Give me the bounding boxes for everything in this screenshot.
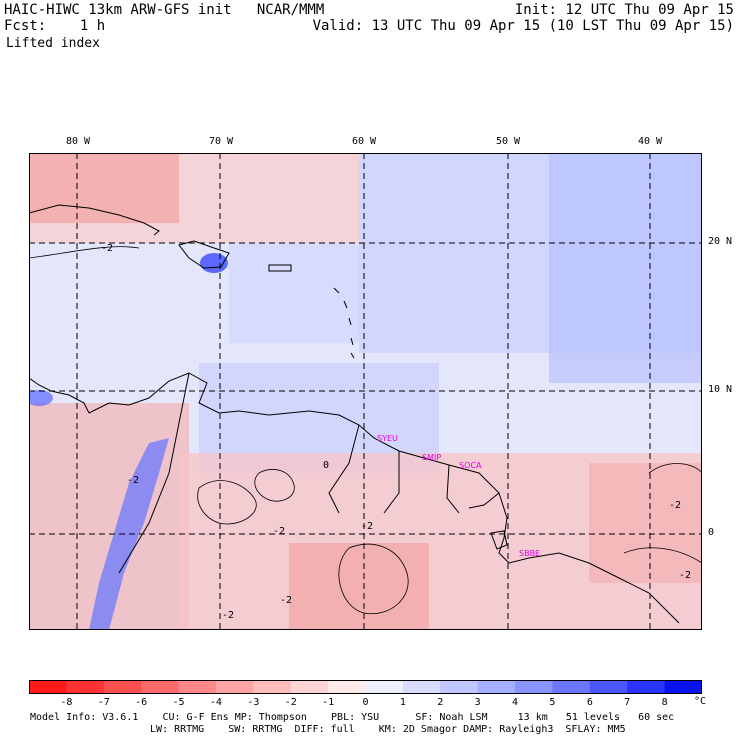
contour-line [648, 463, 702, 474]
map-frame [29, 153, 702, 630]
colorbar-swatch [664, 680, 702, 694]
colorbar-tick-label: -8 [60, 697, 73, 708]
lon-label-80w: 80 W [66, 136, 91, 147]
colorbar-swatch [290, 680, 329, 694]
venezuela-guyana-border [328, 424, 360, 514]
lat-label-20n: 20 N [708, 236, 733, 247]
coastlines [29, 204, 680, 624]
contour-line [623, 547, 702, 564]
colorbar-tick-label: -3 [247, 697, 260, 708]
lesser-antilles [333, 287, 355, 359]
contour-line [29, 246, 140, 259]
suriname-guiana-border [446, 464, 460, 514]
colorbar-swatch [589, 680, 628, 694]
guyana-suriname-border [383, 451, 400, 514]
lat-label-0: 0 [708, 527, 715, 538]
shading-gulf-warm [29, 153, 179, 223]
contour-line [254, 469, 295, 502]
colorbar-swatch [141, 680, 180, 694]
colorbar-swatch [215, 680, 254, 694]
colorbar-tick-label: -2 [284, 697, 297, 708]
contour-label: -2 [679, 570, 691, 581]
lon-label-60w: 60 W [352, 136, 377, 147]
shading-amazon-warm [289, 543, 429, 630]
colorbar-swatch [515, 680, 553, 694]
colorbar-tick-label: 5 [549, 697, 556, 708]
model-info-line1: Model Info: V3.6.1 CU: G-F Ens MP: Thomp… [30, 712, 675, 723]
colorbar-tick-label: 8 [661, 697, 668, 708]
lon-label-40w: 40 W [638, 136, 663, 147]
lon-label-70w: 70 W [209, 136, 234, 147]
south-america-coast [88, 372, 680, 624]
init-time: Init: 12 UTC Thu 09 Apr 15 [514, 2, 734, 18]
contour-label: -2 [669, 500, 681, 511]
colorbar-swatch [402, 680, 441, 694]
colorbar-swatch [66, 680, 105, 694]
colorbar-tick-label: 2 [437, 697, 444, 708]
colorbar-tick-label: 1 [399, 697, 406, 708]
colorbar-swatch [328, 680, 366, 694]
colorbar-tick-label: -5 [172, 697, 185, 708]
colorbar-swatch [477, 680, 516, 694]
colorbar-swatch [103, 680, 142, 694]
colorbar-swatch [440, 680, 479, 694]
model-info-line2: LW: RRTMG SW: RRTMG DIFF: full KM: 2D Sm… [150, 724, 626, 735]
colorbar-swatch [29, 680, 67, 694]
colorbar-swatch [365, 680, 404, 694]
cuba-coast [29, 204, 160, 236]
contour-label: -2 [127, 475, 139, 486]
colorbar-tick-label: 4 [512, 697, 519, 708]
contour-label: -2 [222, 610, 234, 621]
colorbar [29, 680, 702, 694]
puerto-rico-coast [268, 264, 292, 272]
colorbar-tick-label: -1 [322, 697, 335, 708]
graticule [29, 153, 702, 630]
colorbar-swatch [627, 680, 666, 694]
contour-line [197, 480, 257, 525]
colombia-venezuela-border [118, 372, 190, 574]
hispaniola-coast [178, 240, 230, 269]
contour-label: -2 [273, 526, 285, 537]
guiana-brazil-border [468, 492, 500, 509]
shading-se-warm [589, 463, 702, 583]
colorbar-swatch [178, 680, 217, 694]
colorbar-tick-label: 3 [474, 697, 481, 708]
shading-east-cool [549, 153, 702, 383]
field-name: Lifted index [6, 36, 100, 51]
forecast-hour: Fcst: 1 h [4, 18, 106, 34]
colorbar-tick-label: -4 [209, 697, 222, 708]
model-run-title: HAIC-HIWC 13km ARW-GFS init NCAR/MMM [4, 2, 325, 18]
contour-label: -2 [101, 243, 113, 254]
colorbar-tick-label: 0 [362, 697, 369, 708]
colorbar-frame [29, 680, 702, 694]
colorbar-tick-label: -6 [135, 697, 148, 708]
station-label-syeu: SYEU [377, 434, 398, 443]
shading-panama-cool [29, 390, 53, 406]
lat-label-10n: 10 N [708, 384, 733, 395]
lon-label-50w: 50 W [496, 136, 521, 147]
contour-line [338, 543, 409, 615]
colorbar-swatch [253, 680, 292, 694]
contours [29, 246, 702, 615]
contour-label: 0 [323, 460, 329, 471]
station-label-sbbe: SBBE [519, 549, 540, 558]
central-america-coast [29, 377, 90, 414]
station-label-soca: SOCA [459, 461, 482, 470]
colorbar-swatch [552, 680, 591, 694]
contour-label: -2 [361, 521, 373, 532]
colorbar-tick-label: 7 [624, 697, 631, 708]
lifted-index-map: -2 -2 -2 -2 -2 -2 0 -2 -2 SYEU SMJP SOCA… [29, 153, 702, 630]
valid-time: Valid: 13 UTC Thu 09 Apr 15 (10 LST Thu … [312, 18, 734, 34]
colorbar-tick-label: -7 [97, 697, 110, 708]
colorbar-tick-label: 6 [586, 697, 593, 708]
colorbar-unit: °C [694, 696, 707, 707]
station-label-smjp: SMJP [422, 453, 441, 462]
contour-label: -2 [280, 595, 292, 606]
marajo-island [490, 530, 508, 550]
